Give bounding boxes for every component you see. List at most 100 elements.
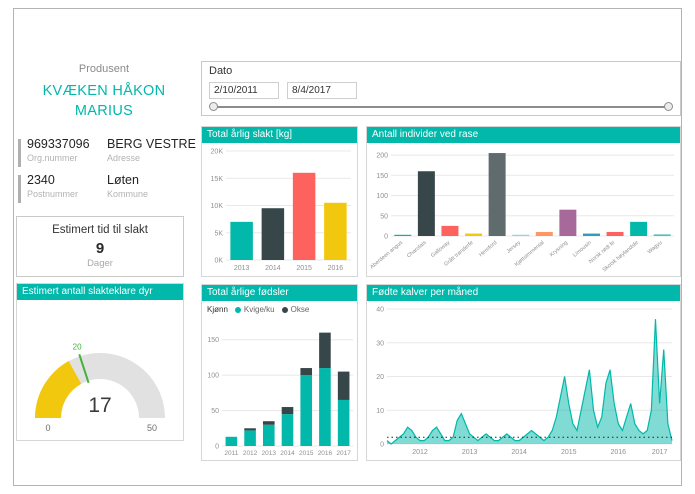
slaughter-ready-gauge[interactable]: 20 17 0 50 [17,300,183,440]
svg-text:2011: 2011 [224,450,238,457]
svg-text:100: 100 [207,373,219,380]
yearly-births-title: Total årlige fødsler [202,285,357,301]
date-slicer: Dato [201,61,681,116]
report-canvas: Produsent KVÆKEN HÅKON MARIUS 969337096 … [13,8,682,486]
births-legend: Kjønn Kvige/ku Okse [207,303,355,316]
row-accent-bar [18,175,21,203]
legend-item-okse[interactable]: Okse [281,305,310,314]
postal-code-label: Postnummer [27,189,79,199]
svg-text:2012: 2012 [243,450,258,457]
svg-text:2015: 2015 [296,265,312,272]
address-label: Adresse [107,153,141,163]
card-unit: Dager [87,258,113,269]
legend-title: Kjønn [207,305,228,314]
municipality-label: Kommune [107,189,149,199]
svg-text:2013: 2013 [462,449,478,456]
svg-text:0: 0 [215,444,219,451]
svg-text:2016: 2016 [611,449,627,456]
svg-text:Aberdeen angus: Aberdeen angus [369,240,404,271]
svg-text:2016: 2016 [318,450,333,457]
svg-text:2015: 2015 [299,450,314,457]
date-end-input[interactable] [287,82,357,99]
svg-text:0: 0 [384,234,388,241]
yearly-slaughter-panel: Total årlig slakt [kg] 0K 5K 10K 15K 20K 2013… [201,126,358,277]
date-slicer-title: Dato [209,65,233,77]
producer-info-row: 2340 Postnummer Løten Kommune [16,173,188,205]
postal-code-value: 2340 [27,173,55,187]
svg-text:2017: 2017 [336,450,351,457]
svg-text:200: 200 [376,153,388,160]
yearly-births-stacked-chart[interactable]: 0 50 100 150 2011 2012 2013 2014 2015 2016 2017 [202,316,357,460]
svg-text:2015: 2015 [561,449,577,456]
svg-text:2012: 2012 [412,449,428,456]
svg-text:Wagyu: Wagyu [647,240,664,255]
svg-text:2014: 2014 [280,450,295,457]
org-number-label: Org.nummer [27,153,78,163]
estimated-slaughter-time-card: Estimert tid til slakt 9 Dager [16,216,184,277]
legend-item-label: Kvige/ku [243,305,275,314]
svg-text:0: 0 [45,423,50,433]
svg-text:150: 150 [207,337,219,344]
breed-count-bar-chart[interactable]: 0 50 100 150 200 Aberdeen angus Charolais Gallo… [367,143,680,276]
svg-text:2017: 2017 [652,449,668,456]
org-number-value: 969337096 [27,137,90,151]
yearly-slaughter-title: Total årlig slakt [kg] [202,127,357,143]
gauge-panel: Estimert antall slakteklare dyr 20 17 0 50 [16,283,184,441]
monthly-calves-title: Fødte kalver per måned [367,285,680,301]
svg-text:50: 50 [211,408,219,415]
card-title: Estimert tid til slakt [52,224,148,236]
org-number-field: 969337096 Org.nummer [27,137,107,163]
svg-text:50: 50 [380,213,388,220]
producer-name: KVÆKEN HÅKON MARIUS [14,81,194,121]
svg-text:Galloway: Galloway [430,240,451,259]
producer-name-line2: MARIUS [74,103,134,119]
address-field: BERG VESTRE Adresse [107,137,196,163]
svg-text:2014: 2014 [265,265,281,272]
municipality-value: Løten [107,173,139,187]
breed-count-panel: Antall individer ved rase 0 50 100 150 200 Ab… [366,126,681,277]
svg-text:2016: 2016 [328,265,344,272]
svg-text:10K: 10K [211,203,224,210]
monthly-calves-panel: Fødte kalver per måned 0 10 20 30 40 2012 2013… [366,284,681,461]
producer-info-row: 969337096 Org.nummer BERG VESTRE Adresse [16,137,196,169]
svg-text:5K: 5K [214,230,223,237]
legend-color-dot [234,306,241,313]
date-slider-handle-left[interactable] [209,102,218,111]
row-accent-bar [18,139,21,167]
svg-text:2013: 2013 [234,265,250,272]
svg-text:2013: 2013 [262,450,277,457]
breed-count-title: Antall individer ved rase [367,127,680,143]
address-value: BERG VESTRE [107,137,196,151]
producer-name-line1: KVÆKEN HÅKON [42,83,166,99]
producer-section-label: Produsent [78,63,130,75]
svg-text:Jersey: Jersey [506,240,522,255]
card-value: 9 [95,240,105,257]
municipality-field: Løten Kommune [107,173,187,199]
monthly-calves-area-chart[interactable]: 0 10 20 30 40 2012 2013 2014 2015 2016 2017 [367,301,680,460]
legend-color-dot [281,306,288,313]
svg-text:100: 100 [376,193,388,200]
svg-text:15K: 15K [211,176,224,183]
date-slider-range[interactable] [215,106,667,108]
svg-text:Hereford: Hereford [478,240,498,258]
gauge-panel-title: Estimert antall slakteklare dyr [17,284,183,300]
legend-item-kvige-ku[interactable]: Kvige/ku [234,305,275,314]
yearly-slaughter-bar-chart[interactable]: 0K 5K 10K 15K 20K 2013 2014 2015 2016 [202,143,357,276]
date-slider-handle-right[interactable] [664,102,673,111]
date-start-input[interactable] [209,82,279,99]
svg-text:30: 30 [376,340,384,347]
postal-code-field: 2340 Postnummer [27,173,107,199]
legend-item-label: Okse [290,305,310,314]
svg-text:Limousin: Limousin [572,240,593,259]
svg-text:50: 50 [147,423,157,433]
svg-text:2014: 2014 [511,449,527,456]
svg-text:17: 17 [88,394,111,417]
svg-text:0: 0 [380,442,384,449]
svg-text:20K: 20K [211,149,224,156]
svg-text:40: 40 [376,307,384,314]
svg-text:20: 20 [73,343,82,352]
svg-text:150: 150 [376,173,388,180]
svg-text:20: 20 [376,374,384,381]
yearly-births-panel: Total årlige fødsler Kjønn Kvige/ku Okse… [201,284,358,461]
svg-text:Krysning: Krysning [549,240,569,258]
